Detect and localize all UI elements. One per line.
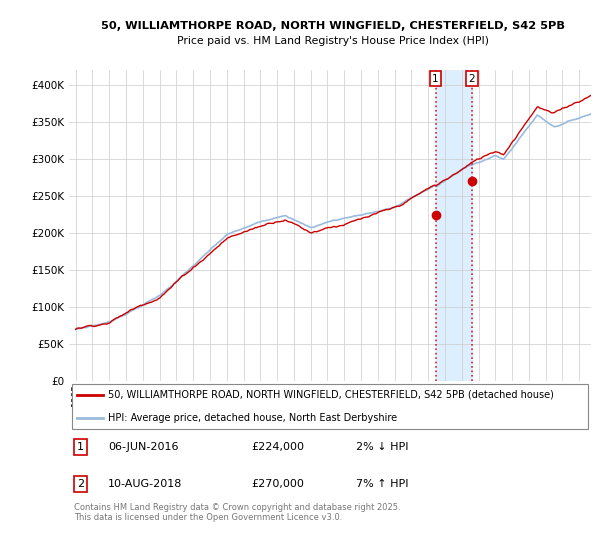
Bar <box>436 70 472 381</box>
Text: Price paid vs. HM Land Registry's House Price Index (HPI): Price paid vs. HM Land Registry's House … <box>177 36 489 46</box>
Text: 1: 1 <box>77 442 84 452</box>
Text: 10-AUG-2018: 10-AUG-2018 <box>108 479 182 489</box>
Text: £270,000: £270,000 <box>252 479 305 489</box>
Text: Contains HM Land Registry data © Crown copyright and database right 2025.
This d: Contains HM Land Registry data © Crown c… <box>74 503 401 522</box>
Text: 7% ↑ HPI: 7% ↑ HPI <box>356 479 409 489</box>
Text: £224,000: £224,000 <box>252 442 305 452</box>
Text: HPI: Average price, detached house, North East Derbyshire: HPI: Average price, detached house, Nort… <box>108 413 397 423</box>
Text: 50, WILLIAMTHORPE ROAD, NORTH WINGFIELD, CHESTERFIELD, S42 5PB (detached house): 50, WILLIAMTHORPE ROAD, NORTH WINGFIELD,… <box>108 390 554 400</box>
Text: 1: 1 <box>432 74 439 84</box>
Text: 2: 2 <box>469 74 475 84</box>
FancyBboxPatch shape <box>71 384 589 429</box>
Text: 06-JUN-2016: 06-JUN-2016 <box>108 442 179 452</box>
Text: 50, WILLIAMTHORPE ROAD, NORTH WINGFIELD, CHESTERFIELD, S42 5PB: 50, WILLIAMTHORPE ROAD, NORTH WINGFIELD,… <box>101 21 565 31</box>
Text: 2% ↓ HPI: 2% ↓ HPI <box>356 442 409 452</box>
Text: 2: 2 <box>77 479 84 489</box>
